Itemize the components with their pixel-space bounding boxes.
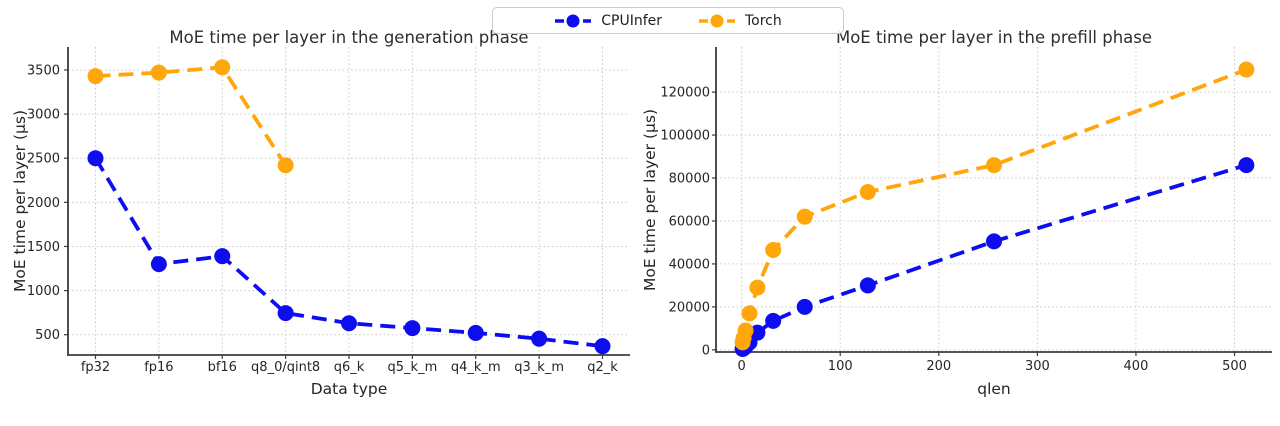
data-point-marker [87, 150, 104, 167]
y-tick-label: 2000 [27, 196, 60, 211]
data-point-marker [277, 305, 294, 322]
y-tick-label: 0 [702, 343, 710, 358]
x-tick-label: fp16 [144, 360, 173, 375]
x-tick-label: 100 [828, 359, 853, 374]
x-tick-label: q6_k [334, 360, 365, 375]
chart-title-prefill: MoE time per layer in the prefill phase [835, 28, 1153, 47]
x-tick-label: q3_k_m [514, 360, 564, 375]
data-point-marker [859, 183, 876, 200]
data-point-marker [859, 277, 876, 294]
y-tick-label: 1500 [27, 240, 60, 255]
tick-marks [64, 69, 604, 359]
data-point-marker [341, 315, 357, 332]
data-point-marker [214, 59, 231, 76]
x-tick-label: q8_0/qint8 [251, 360, 320, 375]
x-tick-label: 200 [926, 359, 951, 374]
x-tick-label: 400 [1124, 359, 1149, 374]
y-tick-label: 120000 [660, 86, 710, 101]
tick-labels: 0 20000 40000 60000 80000 100000 120000 0 100 200… [660, 86, 1247, 374]
y-tick-label: 3500 [27, 63, 60, 78]
series-line-cpuinfer [741, 163, 1247, 351]
series-line-torch [740, 67, 1248, 343]
data-point-marker [1238, 157, 1255, 174]
y-tick-label: 100000 [660, 129, 710, 144]
legend-label: CPUInfer [601, 12, 662, 29]
legend: CPUInfer Torch [492, 7, 844, 34]
legend-label: Torch [745, 12, 782, 29]
series-markers-torch [87, 59, 294, 174]
data-point-marker [765, 241, 782, 258]
gridlines [716, 47, 1272, 352]
data-point-marker [749, 279, 766, 296]
data-point-marker [404, 320, 421, 337]
y-tick-label: 40000 [669, 257, 710, 272]
data-point-marker [531, 330, 548, 347]
y-tick-label: 20000 [669, 300, 710, 315]
data-point-marker [150, 64, 167, 81]
data-point-marker [986, 157, 1002, 174]
legend-swatch-cpuinfer-icon [555, 14, 592, 27]
y-tick-label: 1000 [27, 284, 60, 299]
data-point-marker [87, 68, 104, 85]
y-tick-label: 60000 [669, 214, 710, 229]
x-tick-label: bf16 [208, 360, 237, 375]
y-tick-label: 3000 [27, 108, 60, 123]
data-point-marker [749, 324, 766, 341]
x-tick-label: q5_k_m [388, 360, 438, 375]
legend-swatch-torch-icon [699, 14, 735, 27]
data-point-marker [1238, 61, 1255, 78]
data-point-marker [741, 305, 758, 322]
data-point-marker [796, 208, 813, 225]
x-axis-label-generation: Data type [310, 380, 388, 398]
x-tick-label: q2_k [587, 360, 618, 375]
x-axis-label-prefill: qlen [977, 380, 1011, 398]
tick-labels: 500 1000 1500 2000 2500 3000 3500 fp32 fp16 bf16 q… [27, 63, 618, 375]
series-markers-cpuinfer [87, 150, 611, 355]
series-line-torch [95, 65, 288, 167]
tick-marks [712, 91, 1236, 356]
y-tick-label: 500 [35, 328, 60, 343]
data-point-marker [796, 298, 813, 315]
data-point-marker [737, 322, 754, 339]
data-point-marker [765, 312, 782, 329]
data-point-marker [277, 157, 294, 174]
x-tick-label: 500 [1222, 359, 1247, 374]
x-tick-label: 300 [1025, 359, 1050, 374]
data-point-marker [986, 233, 1002, 250]
gridlines [68, 47, 630, 355]
y-tick-label: 2500 [27, 152, 60, 167]
series-markers-torch [734, 61, 1255, 351]
legend-item-torch: Torch [698, 13, 782, 29]
chart-title-generation: MoE time per layer in the generation pha… [169, 28, 529, 47]
y-tick-label: 80000 [669, 172, 710, 187]
x-tick-label: fp32 [81, 360, 110, 375]
x-tick-label: q4_k_m [451, 360, 501, 375]
data-point-marker [467, 324, 484, 341]
legend-item-cpuinfer: CPUInfer [554, 13, 662, 29]
data-point-marker [594, 338, 611, 355]
data-point-marker [214, 248, 231, 265]
axis-spines [715, 47, 1272, 353]
data-point-marker [150, 256, 167, 273]
x-tick-label: 0 [737, 359, 745, 374]
